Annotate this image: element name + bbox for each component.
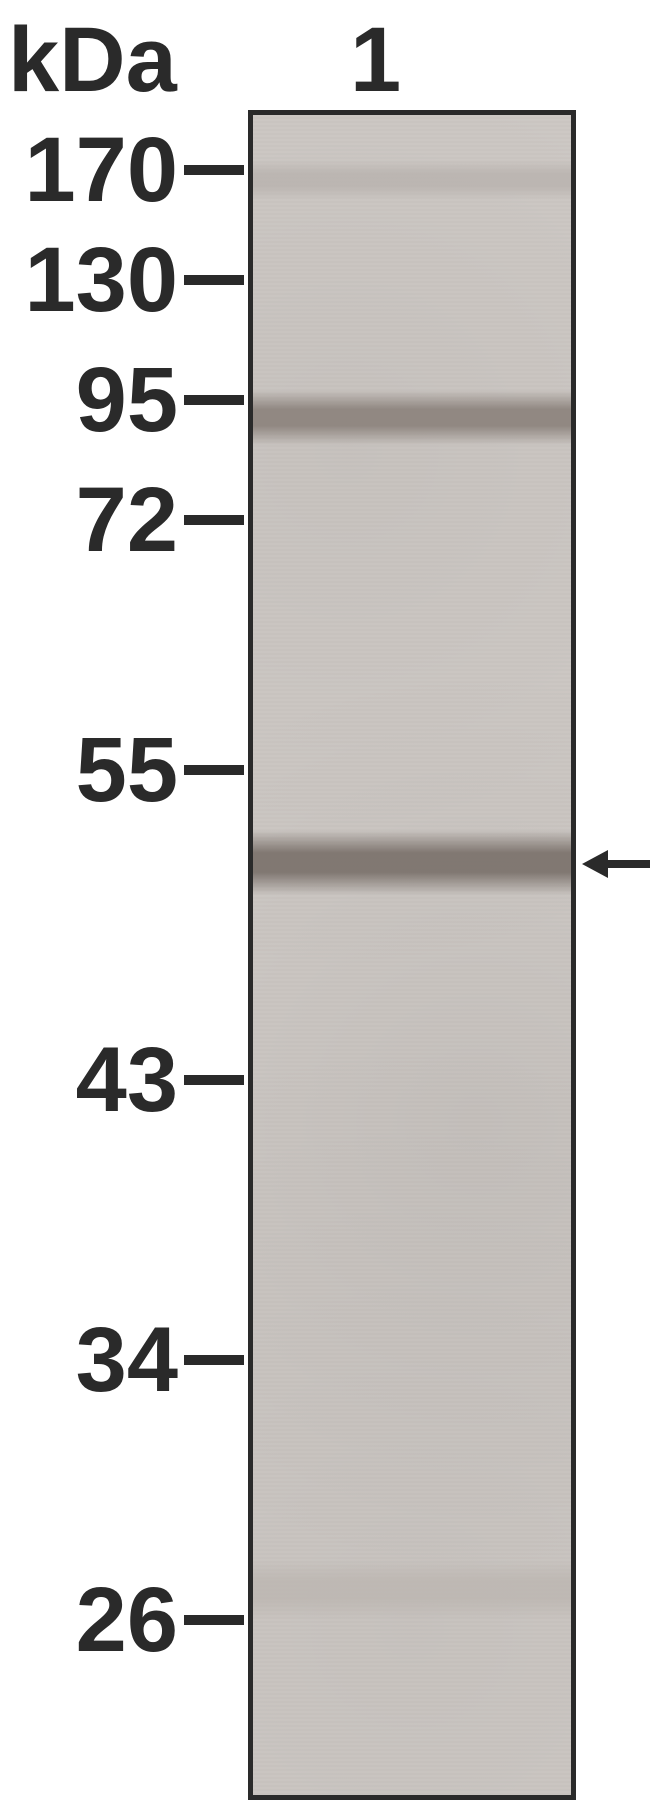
band-0 — [253, 160, 571, 200]
marker-label-43: 43 — [8, 1034, 178, 1126]
marker-label-170: 170 — [8, 124, 178, 216]
marker-tick-34 — [184, 1355, 244, 1365]
lane-background-noise — [253, 115, 571, 1795]
marker-170: 170 — [8, 124, 244, 216]
marker-label-95: 95 — [8, 354, 178, 446]
marker-34: 34 — [8, 1314, 244, 1406]
marker-tick-170 — [184, 165, 244, 175]
western-blot-figure: kDa 1 170 130 95 72 55 43 34 26 — [0, 0, 650, 1808]
lane-box — [248, 110, 576, 1800]
marker-43: 43 — [8, 1034, 244, 1126]
marker-tick-95 — [184, 395, 244, 405]
lane-1-label: 1 — [350, 8, 401, 113]
marker-label-26: 26 — [8, 1574, 178, 1666]
marker-55: 55 — [8, 724, 244, 816]
marker-tick-26 — [184, 1615, 244, 1625]
arrow-shaft — [608, 860, 650, 868]
marker-label-34: 34 — [8, 1314, 178, 1406]
marker-tick-55 — [184, 765, 244, 775]
kda-unit-label: kDa — [8, 8, 177, 113]
marker-tick-72 — [184, 515, 244, 525]
band-2 — [253, 830, 571, 895]
marker-tick-130 — [184, 275, 244, 285]
marker-95: 95 — [8, 354, 244, 446]
marker-tick-43 — [184, 1075, 244, 1085]
marker-72: 72 — [8, 474, 244, 566]
marker-label-130: 130 — [8, 234, 178, 326]
band-1 — [253, 390, 571, 445]
target-band-arrow — [582, 850, 650, 878]
marker-label-55: 55 — [8, 724, 178, 816]
arrow-head-icon — [582, 850, 608, 878]
marker-label-72: 72 — [8, 474, 178, 566]
marker-26: 26 — [8, 1574, 244, 1666]
marker-130: 130 — [8, 234, 244, 326]
band-3 — [253, 1560, 571, 1620]
